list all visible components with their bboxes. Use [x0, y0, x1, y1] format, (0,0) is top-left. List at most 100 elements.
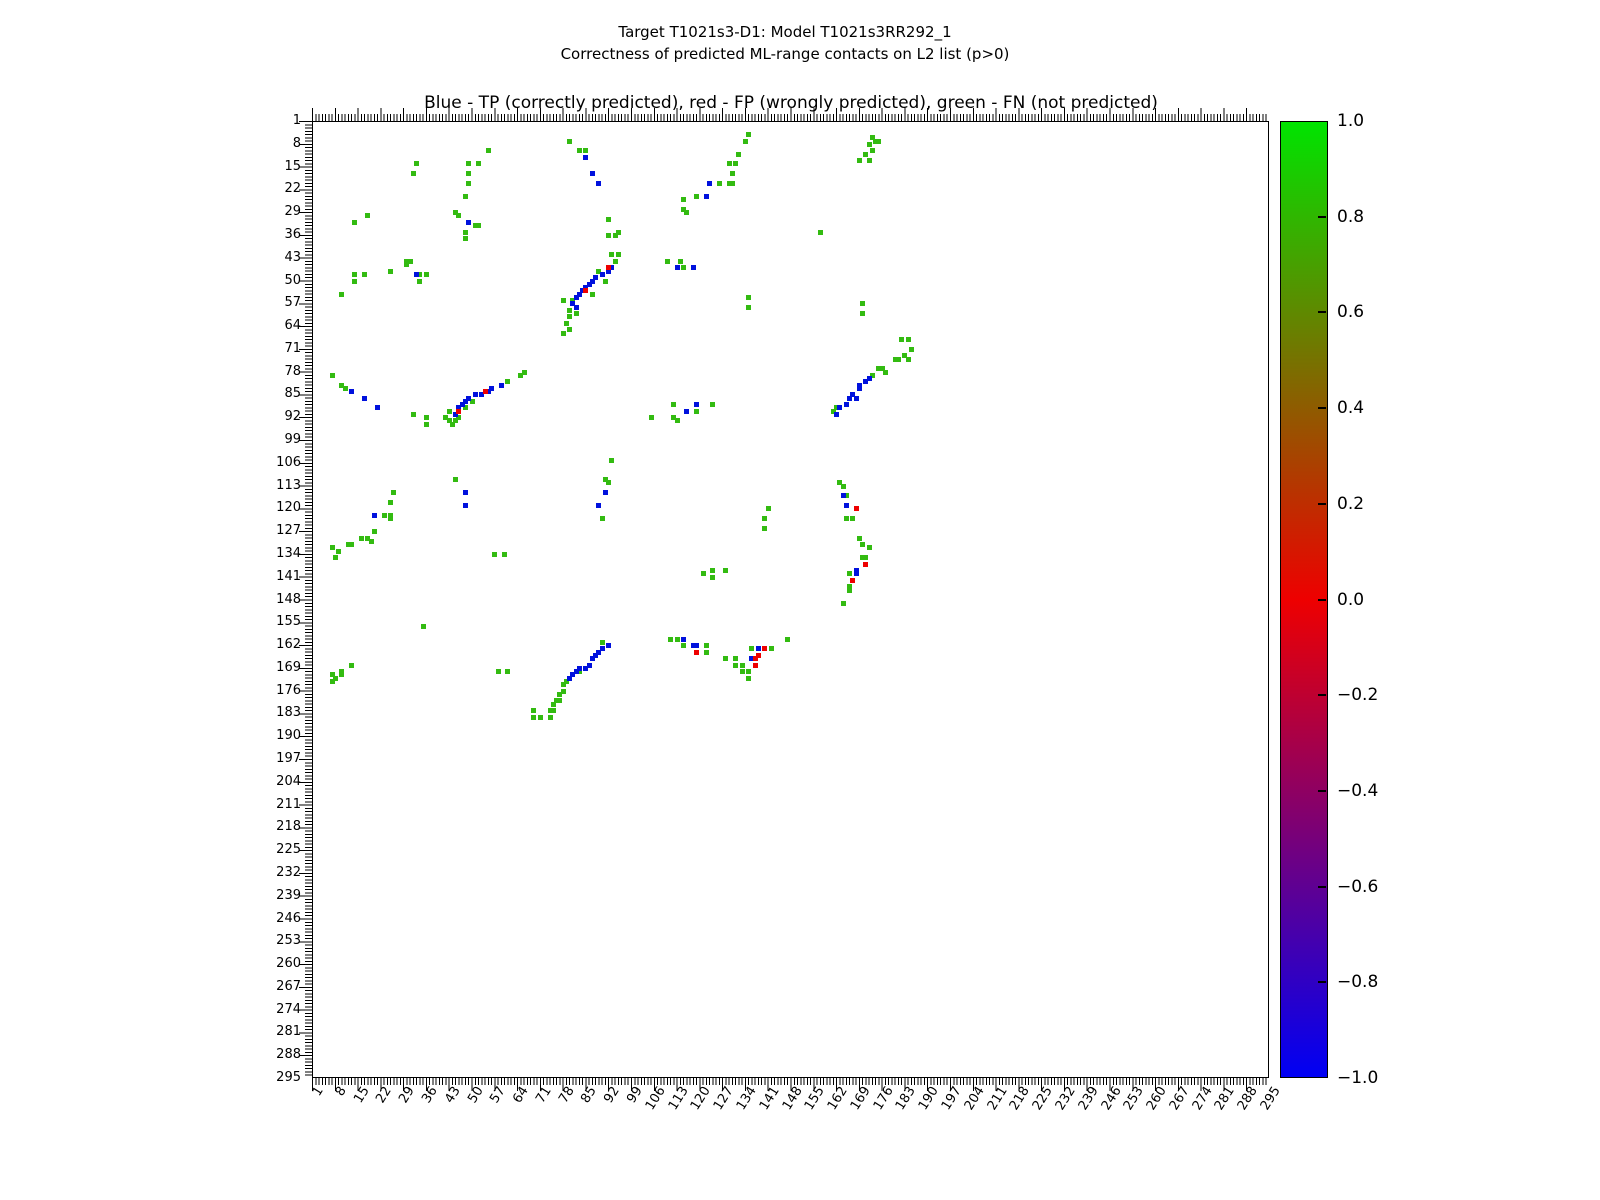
contact-marker-tp [681, 636, 687, 642]
y-tick-label: 113 [276, 477, 301, 493]
contact-marker-fn [456, 213, 462, 219]
contact-marker-fn [456, 415, 462, 421]
suptitle-line2: Correctness of predicted ML-range contac… [560, 45, 1010, 63]
contact-marker-fn [410, 411, 416, 417]
contact-marker-tp [853, 395, 859, 401]
contact-marker-fn [563, 320, 569, 326]
contact-marker-fn [410, 171, 416, 177]
contact-marker-fn [547, 714, 553, 720]
colorbar-tick-label: 0.0 [1337, 589, 1365, 610]
contact-marker-fn [746, 132, 752, 138]
contact-marker-fn [733, 656, 739, 662]
contact-marker-fn [726, 180, 732, 186]
colorbar-tick-mark [1318, 885, 1326, 888]
contact-marker-tp [459, 402, 465, 408]
contact-marker-fn [860, 542, 866, 548]
contact-marker-fp [482, 389, 488, 395]
contact-marker-tp [853, 568, 859, 574]
contact-marker-fn [768, 646, 774, 652]
contact-marker-fn [873, 138, 879, 144]
colorbar-tick-label: 0.2 [1337, 493, 1365, 514]
contact-marker-fn [892, 356, 898, 362]
y-tick-label: 92 [284, 409, 301, 425]
contact-marker-fn [550, 701, 556, 707]
y-axis-left-minor-ticks [305, 121, 312, 1078]
y-tick-label: 50 [284, 272, 301, 288]
contact-marker-tp [694, 643, 700, 649]
contact-marker-fn [404, 262, 410, 268]
contact-marker-tp [690, 643, 696, 649]
contact-marker-fn [609, 252, 615, 258]
contact-marker-fn [847, 584, 853, 590]
contact-marker-fn [671, 402, 677, 408]
contact-marker-fn [453, 477, 459, 483]
contact-marker-fp [755, 652, 761, 658]
contact-marker-fn [449, 421, 455, 427]
colorbar-tick-label: −0.6 [1337, 876, 1379, 897]
contact-marker-fn [681, 206, 687, 212]
contact-marker-fn [388, 268, 394, 274]
contact-marker-fn [567, 314, 573, 320]
contact-marker-fn [729, 180, 735, 186]
contact-marker-fn [342, 385, 348, 391]
contact-marker-fn [476, 223, 481, 229]
contact-marker-fp [863, 561, 869, 567]
contact-marker-fn [681, 643, 687, 649]
contact-marker-fn [560, 682, 566, 688]
contact-marker-tp [462, 398, 468, 404]
y-tick-label: 141 [276, 568, 301, 584]
y-tick-label: 197 [276, 751, 301, 766]
contact-marker-fn [860, 311, 866, 317]
contact-marker-tp [599, 646, 605, 652]
contact-marker-fn [785, 636, 791, 642]
colorbar-tick-mark [1318, 694, 1326, 697]
colorbar-tick-label: −0.8 [1337, 972, 1379, 993]
contact-marker-fn [681, 265, 687, 271]
colorbar-tick-mark [1318, 407, 1326, 410]
y-tick-label: 127 [276, 523, 301, 539]
colorbar-tick-label: 0.8 [1337, 206, 1365, 227]
contact-marker-fn [677, 258, 683, 264]
contact-marker-fn [388, 512, 394, 518]
contact-marker-tp [466, 219, 472, 225]
y-tick-label: 232 [276, 864, 301, 880]
colorbar-tick-mark [1318, 502, 1326, 505]
contact-marker-fn [830, 408, 836, 414]
contact-marker-fn [599, 639, 605, 645]
contact-marker-fn [863, 151, 869, 157]
contact-marker-tp [462, 490, 468, 496]
contact-marker-fn [414, 161, 420, 167]
y-tick-label: 78 [284, 363, 301, 379]
contact-marker-fn [547, 708, 553, 714]
contact-marker-fn [420, 623, 426, 629]
contact-marker-fn [466, 180, 472, 186]
contact-marker-fn [847, 571, 853, 577]
contact-marker-tp [570, 672, 576, 678]
contact-marker-fp [853, 506, 859, 512]
contact-marker-fn [762, 516, 768, 522]
colorbar-tick-label: 1.0 [1337, 111, 1365, 131]
contact-marker-fn [723, 656, 729, 662]
contact-marker-fn [602, 477, 608, 483]
colorbar-tick-label: 0.4 [1337, 398, 1365, 419]
y-tick-label: 260 [276, 956, 301, 972]
colorbar-tick-mark [1318, 311, 1326, 314]
y-tick-label: 29 [284, 204, 301, 220]
contact-marker-fn [876, 366, 882, 372]
contact-marker-fn [840, 600, 846, 606]
contact-marker-fn [746, 294, 752, 300]
y-tick-label: 71 [284, 340, 301, 356]
contact-marker-fn [531, 714, 537, 720]
contact-marker-tp [489, 385, 495, 391]
y-tick-label: 239 [276, 887, 301, 903]
contact-marker-tp [453, 411, 459, 417]
contact-marker-fn [746, 675, 752, 681]
contact-marker-tp [609, 265, 615, 271]
axes-title: Blue - TP (correctly predicted), red - F… [424, 93, 1158, 113]
y-tick-label: 218 [276, 819, 301, 835]
contact-marker-fn [349, 542, 355, 548]
contact-marker-fn [869, 372, 875, 378]
contact-marker-fp [752, 656, 758, 662]
contact-marker-fn [332, 555, 338, 561]
contact-marker-tp [703, 193, 709, 199]
